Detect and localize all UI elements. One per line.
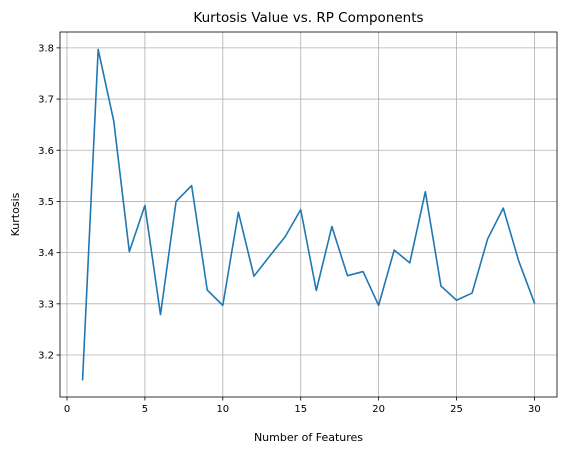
series-layer xyxy=(81,48,536,381)
y-tick-label: 3.4 xyxy=(38,248,54,259)
y-tick-label: 3.3 xyxy=(38,299,54,310)
x-tick-label: 5 xyxy=(142,404,148,415)
x-tick-label: 0 xyxy=(64,404,70,415)
x-tick-label: 10 xyxy=(216,404,229,415)
y-tick-label: 3.7 xyxy=(38,95,54,106)
y-axis-label: Kurtosis xyxy=(9,192,22,236)
x-tick-label: 20 xyxy=(372,404,385,415)
chart-title: Kurtosis Value vs. RP Components xyxy=(193,10,423,26)
grid-lines xyxy=(60,32,557,397)
x-axis-label: Number of Features xyxy=(254,431,363,444)
plot-area-frame xyxy=(59,31,558,398)
y-tick-label: 3.2 xyxy=(38,351,54,362)
y-tick-label: 3.5 xyxy=(38,197,54,208)
kurtosis-series-line xyxy=(81,48,536,381)
y-tick-label: 3.8 xyxy=(38,43,54,54)
x-tick-label: 15 xyxy=(294,404,307,415)
x-tick-label: 25 xyxy=(450,404,463,415)
x-tick-label: 30 xyxy=(528,404,541,415)
y-tick-label: 3.6 xyxy=(38,146,54,157)
axis-ticks: 0 5 10 15 20 25 30 3.2 3.3 3.4 3.5 3.6 3.7 3.8 xyxy=(38,43,541,415)
